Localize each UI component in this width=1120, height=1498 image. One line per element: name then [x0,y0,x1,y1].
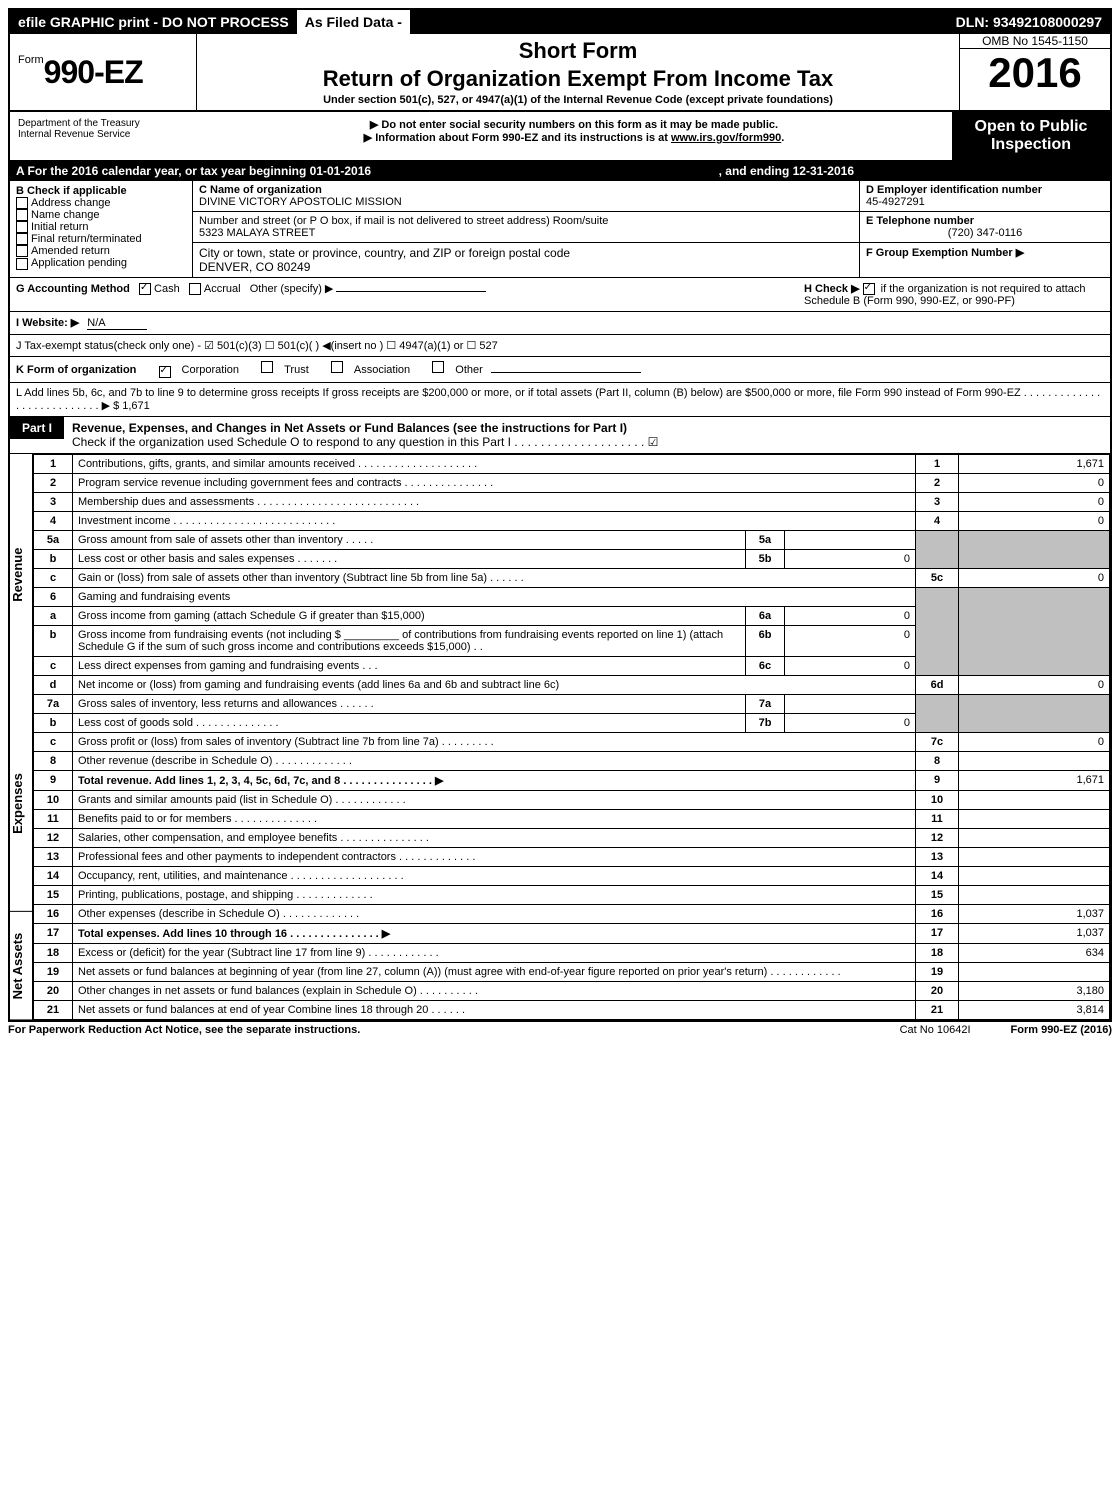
section-a-ending: , and ending 12-31-2016 [719,164,854,178]
header-row: Form990-EZ Short Form Return of Organiza… [10,34,1110,112]
i-label: I Website: ▶ [16,316,79,329]
footer: For Paperwork Reduction Act Notice, see … [8,1022,1112,1036]
e-label: E Telephone number [866,215,1104,227]
revenue-sidebar: Revenue [10,454,32,696]
cb-address-change[interactable]: Address change [16,197,186,209]
short-form-label: Short Form [205,38,951,64]
k-label: K Form of organization [16,364,136,376]
section-l: L Add lines 5b, 6c, and 7b to line 9 to … [10,383,1110,417]
part-1-title: Revenue, Expenses, and Changes in Net As… [72,421,627,435]
cb-name-change[interactable]: Name change [16,209,186,221]
form-container: efile GRAPHIC print - DO NOT PROCESS As … [8,8,1112,1022]
sections-bcd-row: B Check if applicable Address change Nam… [10,181,1110,278]
cb-amended-return[interactable]: Amended return [16,245,186,257]
org-name: DIVINE VICTORY APOSTOLIC MISSION [199,196,853,208]
g-label: G Accounting Method [16,283,130,295]
title-column: Short Form Return of Organization Exempt… [197,34,960,110]
section-b-heading: B Check if applicable [16,185,186,197]
cb-final-return[interactable]: Final return/terminated [16,233,186,245]
street-value: 5323 MALAYA STREET [199,227,853,239]
l-text: L Add lines 5b, 6c, and 7b to line 9 to … [16,387,1104,412]
topbar-mid: As Filed Data - [297,10,430,34]
j-text: J Tax-exempt status(check only one) - ☑ … [16,339,498,352]
section-d: D Employer identification number 45-4927… [860,181,1110,277]
part-1-check: Check if the organization used Schedule … [72,435,658,449]
open-to-public-box: Open to Public Inspection [952,112,1110,160]
form-subtitle: Under section 501(c), 527, or 4947(a)(1)… [205,94,951,106]
efile-topbar: efile GRAPHIC print - DO NOT PROCESS As … [10,10,1110,34]
footer-cat: Cat No 10642I [900,1024,971,1036]
bullet-ssn: ▶ Do not enter social security numbers o… [202,118,946,131]
section-a: A For the 2016 calendar year, or tax yea… [10,161,1110,181]
section-c: C Name of organization DIVINE VICTORY AP… [193,181,860,277]
section-j: J Tax-exempt status(check only one) - ☑ … [10,335,1110,357]
c-label: C Name of organization [199,184,853,196]
form-number: 990-EZ [44,54,143,90]
f-label: F Group Exemption Number ▶ [866,247,1024,259]
cb-h[interactable] [863,283,875,295]
cb-cash[interactable] [139,283,151,295]
cb-assoc[interactable] [331,361,343,373]
city-value: DENVER, CO 80249 [199,260,853,274]
cb-initial-return[interactable]: Initial return [16,221,186,233]
street-label: Number and street (or P O box, if mail i… [199,215,853,227]
section-b: B Check if applicable Address change Nam… [10,181,193,277]
topbar-left: efile GRAPHIC print - DO NOT PROCESS [10,10,297,34]
cb-other[interactable] [432,361,444,373]
section-a-text: A For the 2016 calendar year, or tax yea… [16,164,371,178]
dept-treasury: Department of the Treasury Internal Reve… [10,112,196,160]
netassets-sidebar: Net Assets [10,912,32,1020]
lines-table: 1Contributions, gifts, grants, and simil… [33,454,1110,1020]
city-label: City or town, state or province, country… [199,246,853,260]
tax-year: 2016 [960,49,1110,97]
part-1-header: Part I Revenue, Expenses, and Changes in… [10,417,1110,454]
part-1-tab: Part I [10,417,64,439]
cb-accrual[interactable] [189,283,201,295]
expenses-sidebar: Expenses [10,696,32,912]
section-g-h: G Accounting Method Cash Accrual Other (… [10,278,1110,312]
cb-corp[interactable] [159,366,171,378]
h-label: H Check ▶ [804,283,860,295]
phone-value: (720) 347-0116 [866,227,1104,239]
cb-application-pending[interactable]: Application pending [16,257,186,269]
form-instructions: ▶ Do not enter social security numbers o… [196,112,952,160]
form-prefix: Form [18,54,44,66]
form-title: Return of Organization Exempt From Incom… [205,66,951,92]
form-number-box: Form990-EZ [10,34,197,110]
dept-row: Department of the Treasury Internal Reve… [10,112,1110,161]
footer-form: Form 990-EZ (2016) [1011,1024,1112,1036]
d-label: D Employer identification number [866,184,1104,196]
section-i: I Website: ▶ N/A [10,312,1110,335]
website-value: N/A [87,317,147,330]
omb-number: OMB No 1545-1150 [960,34,1110,49]
ein-value: 45-4927291 [866,196,1104,208]
section-k: K Form of organization Corporation Trust… [10,357,1110,383]
cb-trust[interactable] [261,361,273,373]
topbar-dln: DLN: 93492108000297 [948,10,1110,34]
bullet-info: ▶ Information about Form 990-EZ and its … [202,131,946,144]
footer-left: For Paperwork Reduction Act Notice, see … [8,1024,900,1036]
